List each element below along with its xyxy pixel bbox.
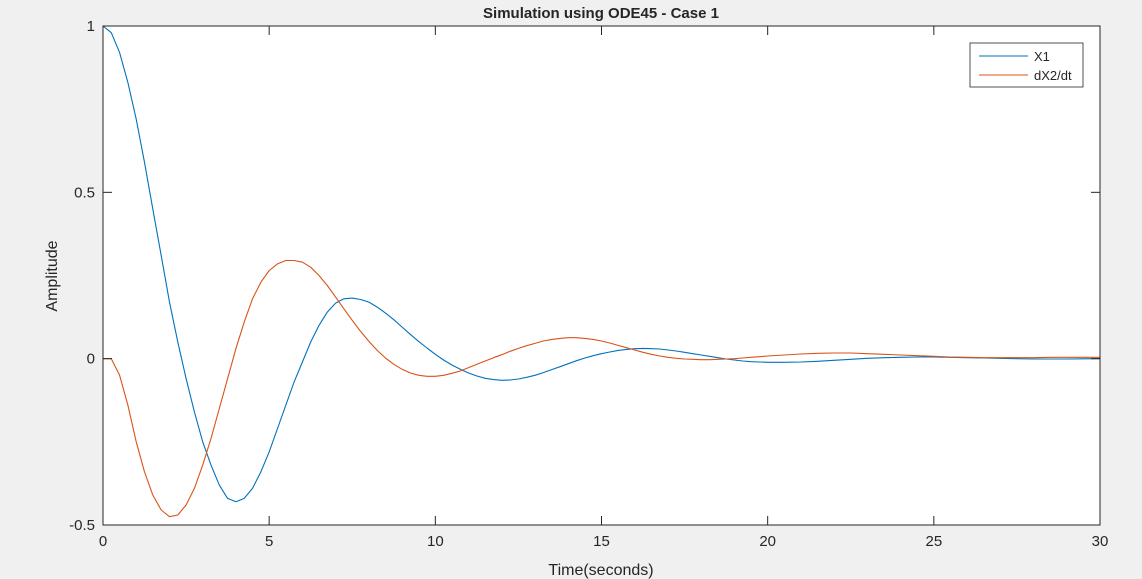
x-tick-label: 5: [265, 533, 273, 550]
x-tick-label: 10: [427, 533, 444, 550]
legend-box: [969, 42, 1084, 88]
series-line-dx2dt: [103, 259, 1100, 518]
y-tick-label: 0.5: [74, 184, 95, 201]
ticks-layer: 0 5 10 15 20 25 30-0.500.51: [69, 18, 1108, 550]
x-tick-label: 15: [593, 533, 610, 550]
legend-label-x1: X1: [1034, 49, 1050, 64]
plot-area: [103, 26, 1100, 525]
y-tick-label: -0.5: [69, 517, 95, 534]
series-layer: [102, 25, 1101, 518]
plot-box: [102, 25, 1101, 526]
chart-title: Simulation using ODE45 - Case 1: [483, 5, 719, 22]
y-axis-label: Amplitude: [44, 240, 61, 311]
x-tick-label: 0: [99, 533, 107, 550]
legend-label-dx2dt: dX2/dt: [1034, 68, 1072, 83]
series-line-x1: [102, 25, 1101, 503]
legend[interactable]: X1 dX2/dt: [969, 42, 1084, 88]
x-tick-label: 20: [759, 533, 776, 550]
x-axis-label: Time(seconds): [548, 562, 653, 579]
x-tick-label: 25: [925, 533, 942, 550]
x-tick-label: 30: [1092, 533, 1109, 550]
y-tick-label: 0: [87, 351, 95, 368]
y-tick-label: 1: [87, 18, 95, 35]
